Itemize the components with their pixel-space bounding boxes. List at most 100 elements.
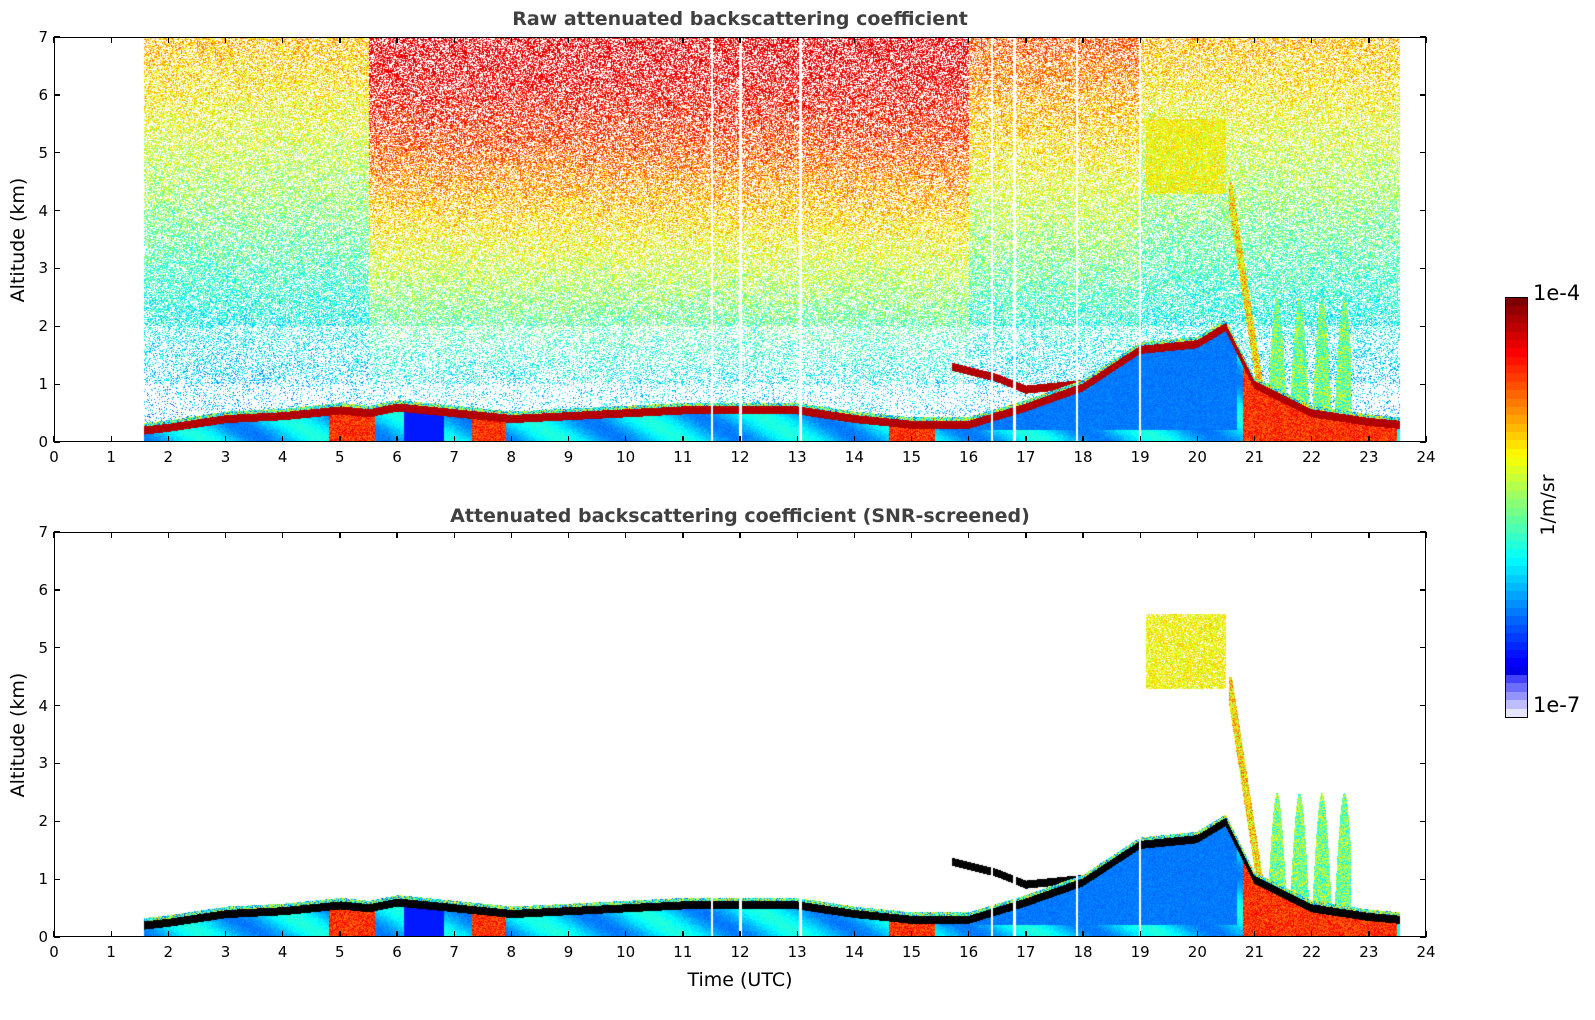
x-tickmark (796, 436, 798, 442)
y-tickmark (54, 820, 60, 822)
colorbar-segment (1506, 348, 1527, 358)
x-tick-label: 1 (106, 448, 116, 466)
colorbar-segment (1506, 473, 1527, 484)
colorbar-segment (1506, 557, 1527, 568)
y-tickmark (1420, 589, 1426, 591)
x-tick-label: 13 (787, 943, 807, 961)
colorbar-segment (1506, 499, 1527, 509)
x-tickmark (339, 436, 341, 442)
x-tick-label: 1 (106, 943, 116, 961)
x-tick-label: 16 (959, 448, 979, 466)
x-tick-label: 24 (1416, 943, 1436, 961)
x-tickmark (682, 532, 684, 538)
x-tickmark (167, 37, 170, 43)
x-tick-label: 4 (277, 943, 288, 961)
x-tick-label: 4 (277, 448, 288, 466)
x-tickmark (1196, 931, 1199, 937)
x-tickmark (1425, 931, 1427, 937)
colorbar-segment (1506, 448, 1527, 459)
x-tickmark (567, 436, 570, 442)
y-tickmark (1420, 383, 1426, 385)
y-tickmark (54, 589, 60, 591)
x-tickmark (796, 532, 798, 538)
colorbar-segment (1506, 440, 1527, 450)
x-tickmark (1368, 931, 1370, 937)
x-tickmark (1196, 436, 1199, 442)
x-tickmark (1196, 37, 1199, 43)
colorbar-segment (1506, 524, 1527, 534)
y-tick-label: 5 (38, 638, 48, 657)
colorbar-segment (1506, 482, 1527, 492)
colorbar-segment (1506, 541, 1527, 551)
colorbar-segment (1506, 298, 1527, 308)
colorbar-segment (1506, 666, 1527, 677)
x-tickmark (53, 532, 55, 538)
x-tick-label: 20 (1187, 943, 1207, 961)
x-tickmark (396, 532, 398, 538)
plot-area-screened (54, 532, 1426, 937)
colorbar-segment (1506, 624, 1527, 635)
x-tickmark (510, 532, 513, 538)
x-tickmark (53, 436, 55, 442)
x-tickmark (1082, 532, 1084, 538)
y-tick-label: 6 (38, 85, 48, 104)
heatmap-screened (55, 533, 1425, 936)
x-tickmark (167, 931, 170, 937)
colorbar-segment (1506, 423, 1527, 434)
y-tickmark (54, 383, 60, 385)
colorbar-segment (1506, 381, 1527, 392)
colorbar-segment (1506, 582, 1527, 593)
x-tickmark (910, 436, 913, 442)
x-tickmark (1139, 931, 1141, 937)
x-tickmark (510, 436, 513, 442)
colorbar-segment (1506, 608, 1527, 618)
heatmap-raw (55, 38, 1425, 441)
colorbar-segment (1506, 649, 1527, 660)
x-tick-label: 21 (1244, 448, 1265, 466)
x-tickmark (53, 931, 55, 937)
y-tick-label: 2 (38, 812, 48, 831)
x-tickmark (910, 532, 913, 538)
x-tickmark (110, 37, 112, 43)
x-tickmark (53, 37, 55, 43)
x-tickmark (110, 532, 112, 538)
x-tick-label: 12 (730, 943, 750, 961)
y-tickmark (54, 94, 60, 96)
panel-title-screened: Attenuated backscattering coefficient (S… (450, 505, 1030, 527)
y-tick-label: 7 (38, 523, 48, 541)
x-tick-label: 10 (616, 448, 636, 466)
x-tickmark (567, 532, 570, 538)
x-tickmark (1368, 436, 1370, 442)
x-tickmark (968, 436, 970, 442)
y-tickmark (1420, 441, 1426, 443)
x-tickmark (453, 37, 455, 43)
x-tickmark (1025, 931, 1027, 937)
x-tickmark (1253, 436, 1256, 442)
x-tick-label: 23 (1359, 448, 1379, 466)
y-tickmark (1420, 820, 1426, 822)
x-tick-label: 21 (1244, 943, 1265, 961)
x-tickmark (339, 37, 341, 43)
y-tick-label: 4 (38, 696, 48, 715)
colorbar-segment (1506, 465, 1527, 475)
x-tickmark (1139, 37, 1141, 43)
x-tickmark (625, 532, 627, 538)
y-tickmark (1420, 762, 1426, 765)
x-axis-label: Time (UTC) (687, 969, 793, 991)
y-tickmark (54, 704, 60, 707)
x-tickmark (110, 931, 112, 937)
x-tickmark (968, 37, 970, 43)
x-tickmark (853, 436, 856, 442)
x-tickmark (796, 37, 798, 43)
x-tick-label: 8 (506, 943, 517, 961)
x-tickmark (796, 931, 798, 937)
x-tickmark (1311, 37, 1313, 43)
y-tickmark (54, 36, 60, 38)
colorbar-segment (1506, 641, 1527, 651)
x-tickmark (1425, 532, 1427, 538)
x-tick-label: 17 (1016, 943, 1036, 961)
x-tick-label: 22 (1302, 943, 1322, 961)
x-tick-label: 13 (787, 448, 807, 466)
x-tick-label: 11 (673, 448, 693, 466)
x-tickmark (510, 931, 513, 937)
